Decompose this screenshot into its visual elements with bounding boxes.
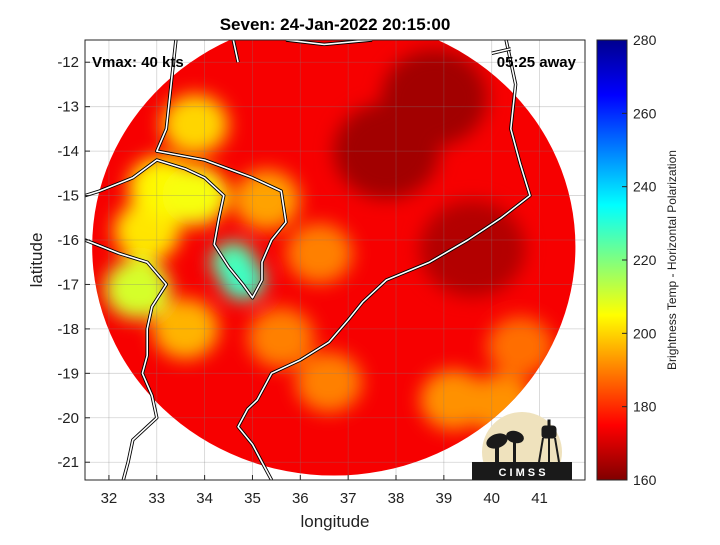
- x-tick-label: 32: [101, 490, 118, 507]
- brightness-temp-cell: [162, 165, 229, 226]
- cimss-logo: C I M S S: [472, 412, 572, 480]
- brightness-temp-cell: [487, 316, 554, 377]
- brightness-temp-cell: [381, 49, 488, 146]
- y-tick-label: -21: [57, 454, 79, 471]
- x-tick-label: 36: [292, 490, 309, 507]
- border: [285, 40, 373, 46]
- brightness-temp-cell: [420, 370, 487, 430]
- x-tick-label: 37: [340, 490, 357, 507]
- colorbar-tick-label: 200: [633, 325, 657, 341]
- colorbar-tick-label: 260: [633, 105, 657, 121]
- vmax-annotation: Vmax: 40 kts: [92, 54, 184, 71]
- y-tick-label: -16: [57, 232, 79, 249]
- coastline: [237, 40, 531, 480]
- colorbar-tick-label: 220: [633, 252, 657, 268]
- time-away-annotation: 05:25 away: [497, 54, 577, 71]
- brightness-temp-cell: [162, 94, 229, 155]
- y-tick-label: -17: [57, 276, 79, 293]
- brightness-temp-cell: [419, 200, 526, 297]
- y-tick-label: -15: [57, 188, 79, 205]
- y-tick-label: -12: [57, 54, 79, 71]
- x-ticks: 32 33 34 35 36 37 38 39 40 41: [101, 475, 548, 507]
- y-tick-label: -20: [57, 410, 79, 427]
- colorbar-tick-label: 180: [633, 399, 657, 415]
- y-tick-label: -18: [57, 321, 79, 338]
- x-axis-label: longitude: [300, 512, 369, 531]
- colorbar-tick-label: 280: [633, 32, 657, 48]
- y-ticks: -12 -13 -14 -15 -16 -17 -18 -19 -20 -21: [57, 54, 90, 471]
- border: [85, 40, 287, 299]
- border: [491, 48, 511, 55]
- logo-text: C I M S S: [498, 467, 545, 479]
- border: [232, 40, 239, 63]
- brightness-temp-cell: [233, 170, 300, 230]
- y-tick-label: -19: [57, 365, 79, 382]
- plot-frame: [84, 39, 586, 481]
- satellite-dish-icon: [486, 430, 524, 462]
- brightness-temp-cell: [248, 307, 315, 368]
- brightness-temp-cell: [286, 223, 353, 284]
- chart-title: Seven: 24-Jan-2022 20:15:00: [220, 15, 451, 34]
- brightness-temp-cell: [296, 352, 363, 413]
- colorbar-label: Brightness Temp - Horizontal Polarizatio…: [665, 150, 679, 370]
- x-tick-label: 39: [436, 490, 453, 507]
- plot-area: [85, 40, 585, 480]
- x-tick-label: 38: [388, 490, 405, 507]
- swath-layer: [92, 40, 576, 476]
- x-tick-label: 40: [483, 490, 500, 507]
- x-tick-label: 34: [196, 490, 213, 507]
- geo-layer: [85, 40, 532, 480]
- x-tick-label: 41: [531, 490, 548, 507]
- swath-features: [104, 49, 554, 435]
- colorbar-tick-label: 240: [633, 179, 657, 195]
- y-tick-label: -14: [57, 143, 79, 160]
- colorbar-tick-label: 160: [633, 472, 657, 488]
- y-tick-label: -13: [57, 99, 79, 116]
- colorbar-ticks: 160 180 200 220 240 260 280: [622, 32, 657, 488]
- border: [85, 239, 168, 480]
- brightness-temp-cell: [152, 298, 219, 359]
- x-tick-label: 35: [244, 490, 261, 507]
- y-axis-label: latitude: [27, 233, 46, 288]
- water-tower-icon: [538, 419, 560, 463]
- brightness-temp-cell: [104, 258, 171, 319]
- x-tick-label: 33: [148, 490, 165, 507]
